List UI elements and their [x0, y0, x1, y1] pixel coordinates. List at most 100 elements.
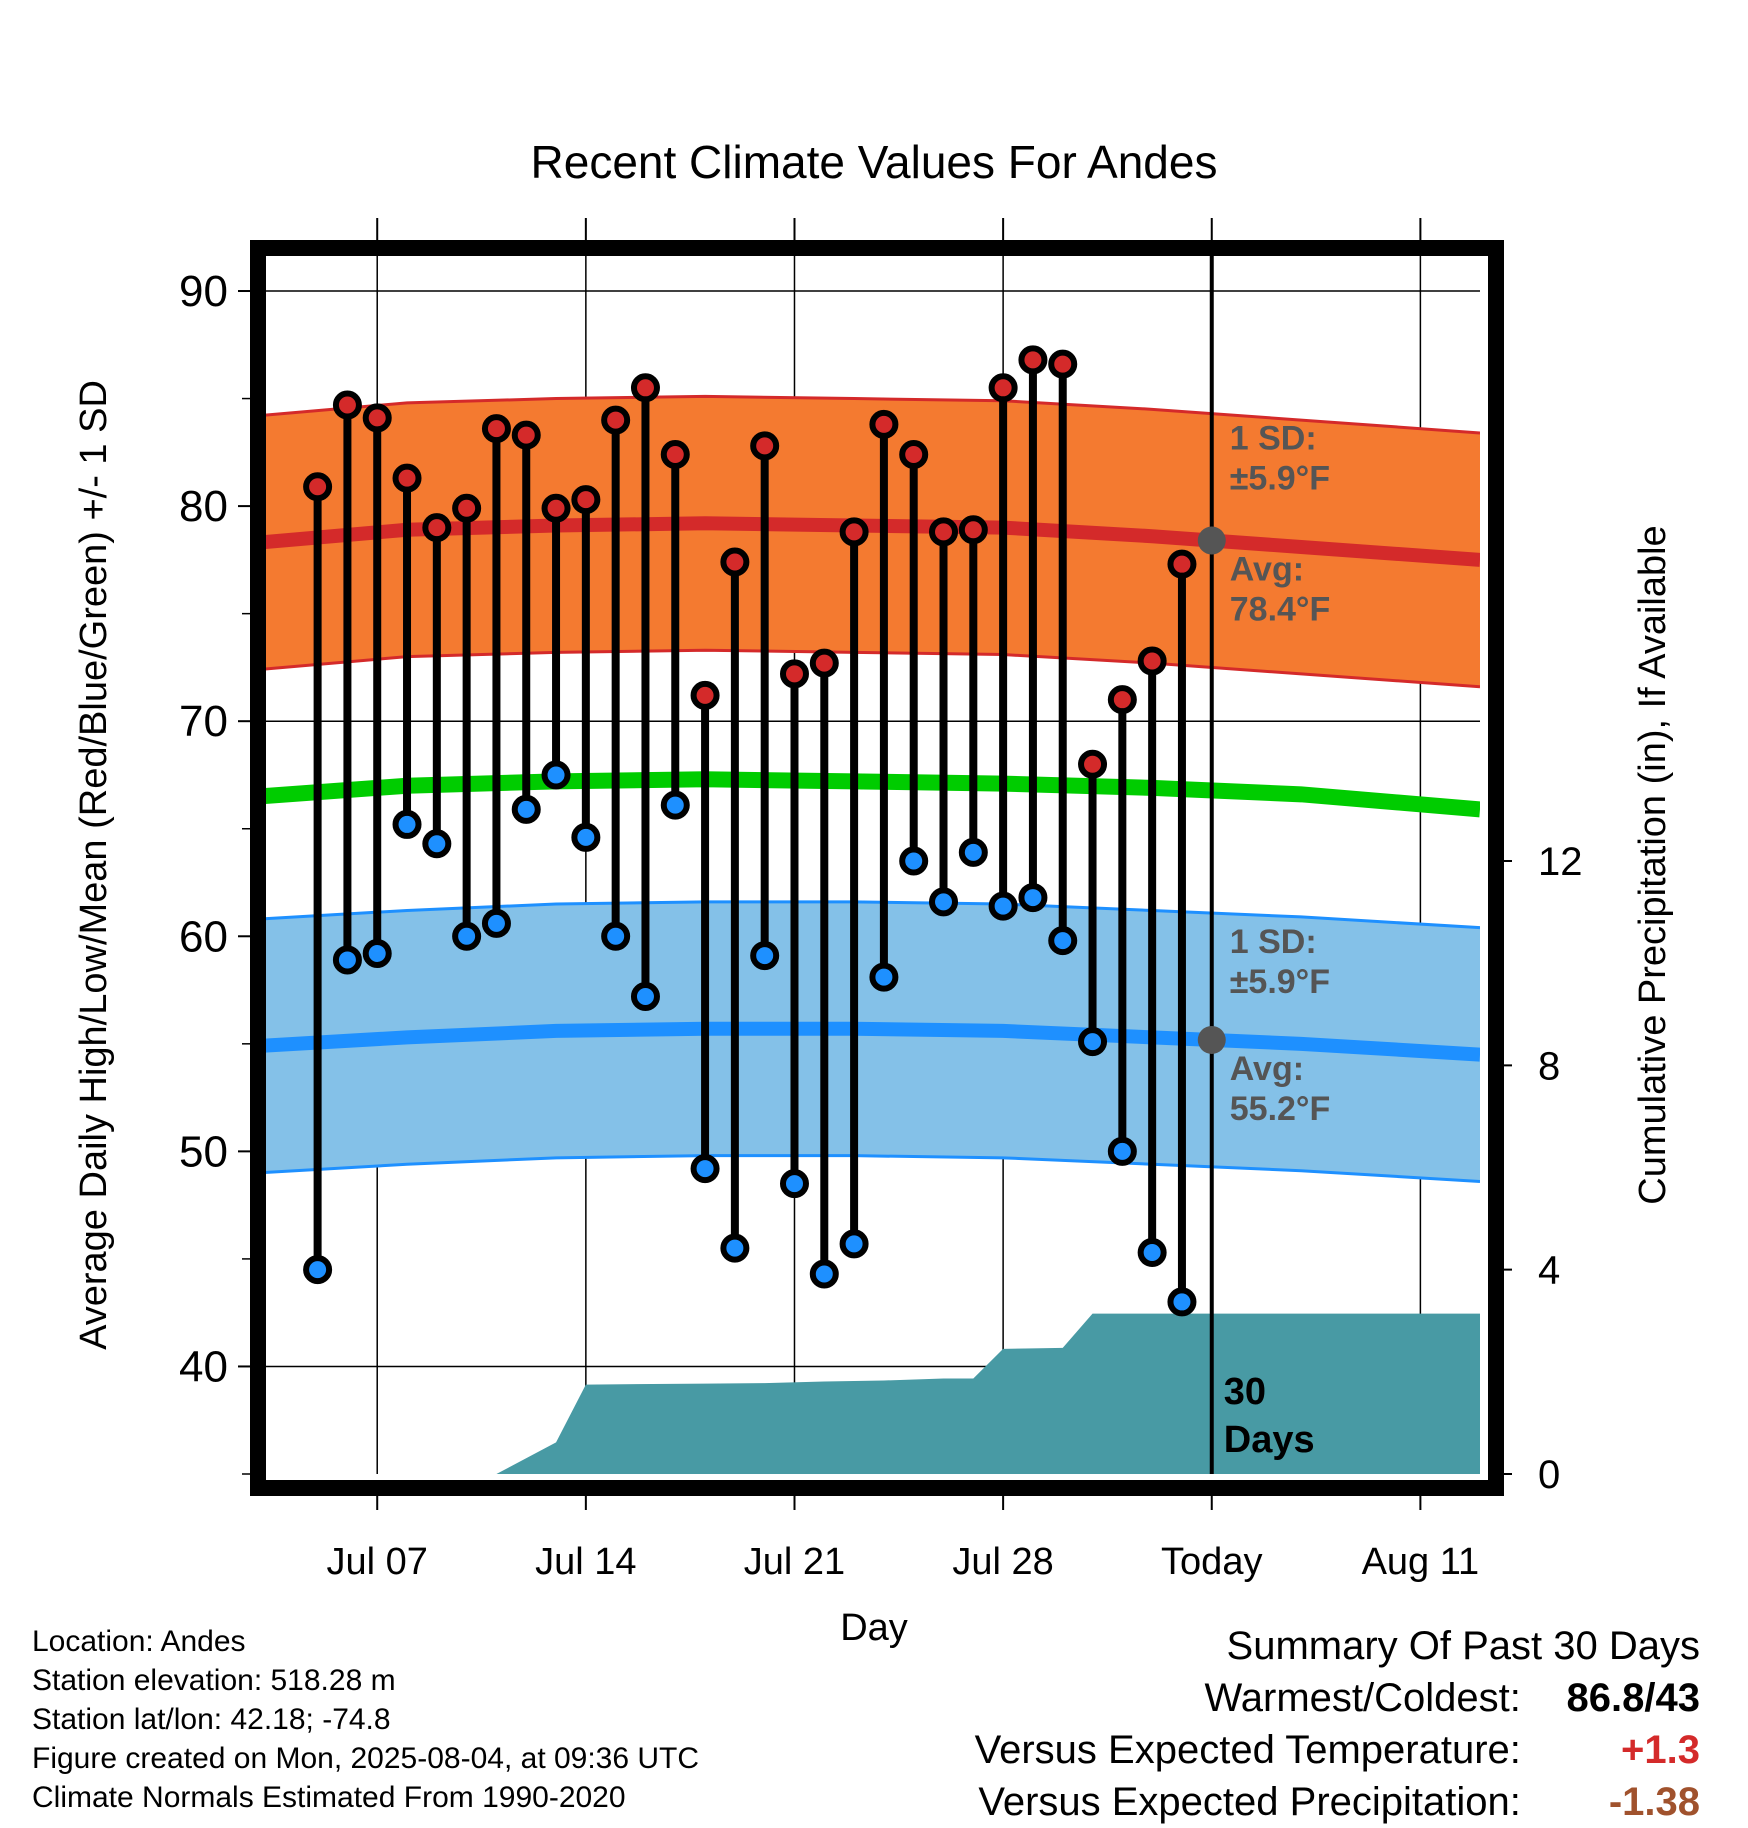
high-band-upper-edge [258, 394, 1480, 435]
low-point [660, 790, 690, 820]
low-point [958, 837, 988, 867]
y2-tick-label: 4 [1538, 1249, 1560, 1293]
high-point [362, 403, 392, 433]
low-sd-title: 1 SD: [1230, 923, 1317, 961]
station-info: Location: Andes Station elevation: 518.2… [32, 1622, 699, 1817]
high-point [720, 547, 750, 577]
info-elevation: Station elevation: 518.28 m [32, 1664, 396, 1697]
x-tick-label: Jul 28 [952, 1541, 1053, 1583]
high-point [869, 409, 899, 439]
low-sd-value: ±5.9°F [1230, 963, 1330, 1001]
high-point [452, 493, 482, 523]
low-point [1048, 926, 1078, 956]
high-point [1048, 349, 1078, 379]
y-tick-label: 50 [179, 1127, 228, 1176]
high-point [422, 513, 452, 543]
high-point [899, 439, 929, 469]
high-point [839, 517, 869, 547]
x-tick-label: Jul 07 [327, 1541, 428, 1583]
high-point [541, 493, 571, 523]
low-avg-title: Avg: [1230, 1050, 1304, 1088]
high-sd-title: 1 SD: [1230, 419, 1317, 457]
days-count: 30 [1224, 1371, 1266, 1413]
low-point [988, 891, 1018, 921]
low-point [332, 945, 362, 975]
summary-panel: Summary Of Past 30 Days Warmest/Coldest:… [975, 1620, 1700, 1828]
high-point [750, 431, 780, 461]
low-point [869, 962, 899, 992]
high-point [809, 648, 839, 678]
high-point [511, 420, 541, 450]
low-point [362, 938, 392, 968]
high-point [690, 680, 720, 710]
low-point [541, 760, 571, 790]
temp-anomaly-value: +1.3 [1621, 1728, 1700, 1772]
low-point [452, 921, 482, 951]
low-point [839, 1229, 869, 1259]
y2-tick-label: 0 [1538, 1453, 1560, 1497]
high-point [601, 405, 631, 435]
y2-tick-label: 8 [1538, 1044, 1560, 1088]
high-point [630, 373, 660, 403]
high-point [1167, 549, 1197, 579]
high-point [332, 390, 362, 420]
x-tick-label: Today [1161, 1541, 1262, 1583]
daily-points [303, 345, 1197, 1317]
low-point [1137, 1237, 1167, 1267]
y-tick-label: 60 [179, 912, 228, 961]
high-point [481, 414, 511, 444]
x-tick-label: Jul 21 [744, 1541, 845, 1583]
low-point [601, 921, 631, 951]
x-tick-label: Jul 14 [535, 1541, 636, 1583]
y-tick-label: 80 [179, 482, 228, 531]
chart-title: Recent Climate Values For Andes [531, 136, 1218, 188]
low-avg-value: 55.2°F [1230, 1090, 1331, 1128]
low-point [571, 822, 601, 852]
low-point [809, 1259, 839, 1289]
low-point [720, 1233, 750, 1263]
low-point [929, 887, 959, 917]
y2-axis-label: Cumulative Precipitation (in), If Availa… [1632, 525, 1674, 1204]
precip-fill [258, 1313, 1480, 1474]
y-tick-label: 70 [179, 697, 228, 746]
low-point [779, 1169, 809, 1199]
precipitation-area [258, 1313, 1480, 1474]
high-point [779, 659, 809, 689]
low-point [1078, 1027, 1108, 1057]
high-point [1078, 749, 1108, 779]
low-point [1018, 883, 1048, 913]
high-point [660, 439, 690, 469]
high-point [929, 517, 959, 547]
low-avg-today-marker [1197, 1025, 1226, 1054]
low-point [303, 1255, 333, 1285]
y-tick-label: 90 [179, 267, 228, 316]
warmest-value: 86.8/43 [1566, 1676, 1700, 1720]
precip-anomaly-label: Versus Expected Precipitation: [978, 1780, 1521, 1824]
precip-anomaly-value: -1.38 [1608, 1780, 1700, 1824]
plot-frame [250, 240, 1504, 1496]
high-point [988, 373, 1018, 403]
warmest-label: Warmest/Coldest: [1204, 1676, 1521, 1720]
info-location: Location: Andes [32, 1625, 246, 1658]
high-avg-title: Avg: [1230, 551, 1304, 589]
high-point [1137, 646, 1167, 676]
daily-range-stems [313, 359, 1186, 1302]
high-point [303, 472, 333, 502]
x-tick-label: Aug 11 [1362, 1541, 1480, 1583]
x-axis-label: Day [840, 1607, 908, 1649]
summary-title: Summary Of Past 30 Days [1226, 1624, 1700, 1668]
low-point [630, 982, 660, 1012]
high-point [571, 485, 601, 515]
temp-anomaly-label: Versus Expected Temperature: [974, 1728, 1521, 1772]
high-avg-today-marker [1197, 526, 1226, 555]
low-point [392, 809, 422, 839]
info-latlon: Station lat/lon: 42.18; -74.8 [32, 1703, 391, 1736]
low-point [422, 829, 452, 859]
y-axis-label: Average Daily High/Low/Mean (Red/Blue/Gr… [73, 380, 115, 1350]
high-point [1018, 345, 1048, 375]
low-sd-band [258, 901, 1480, 1182]
y-tick-label: 40 [179, 1342, 228, 1391]
